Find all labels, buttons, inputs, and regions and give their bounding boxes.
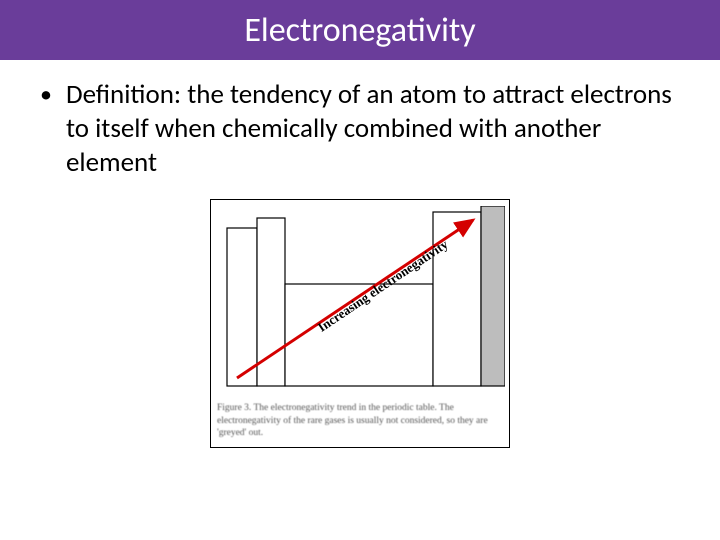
definition-text: Definition: the tendency of an atom to a… [66, 78, 680, 179]
page-title: Electronegativity [244, 10, 475, 51]
periodic-table-figure: Increasing electronegativity Figure 3. T… [210, 199, 510, 448]
title-bar: Electronegativity [0, 0, 720, 60]
figure-container: Increasing electronegativity Figure 3. T… [40, 199, 680, 448]
definition-bullet: • Definition: the tendency of an atom to… [40, 78, 680, 179]
chart-area: Increasing electronegativity [217, 206, 503, 396]
bullet-marker: • [40, 78, 52, 112]
figure-caption: Figure 3. The electronegativity trend in… [217, 402, 503, 439]
content-area: • Definition: the tendency of an atom to… [0, 60, 720, 448]
periodic-chart-svg [217, 206, 505, 396]
